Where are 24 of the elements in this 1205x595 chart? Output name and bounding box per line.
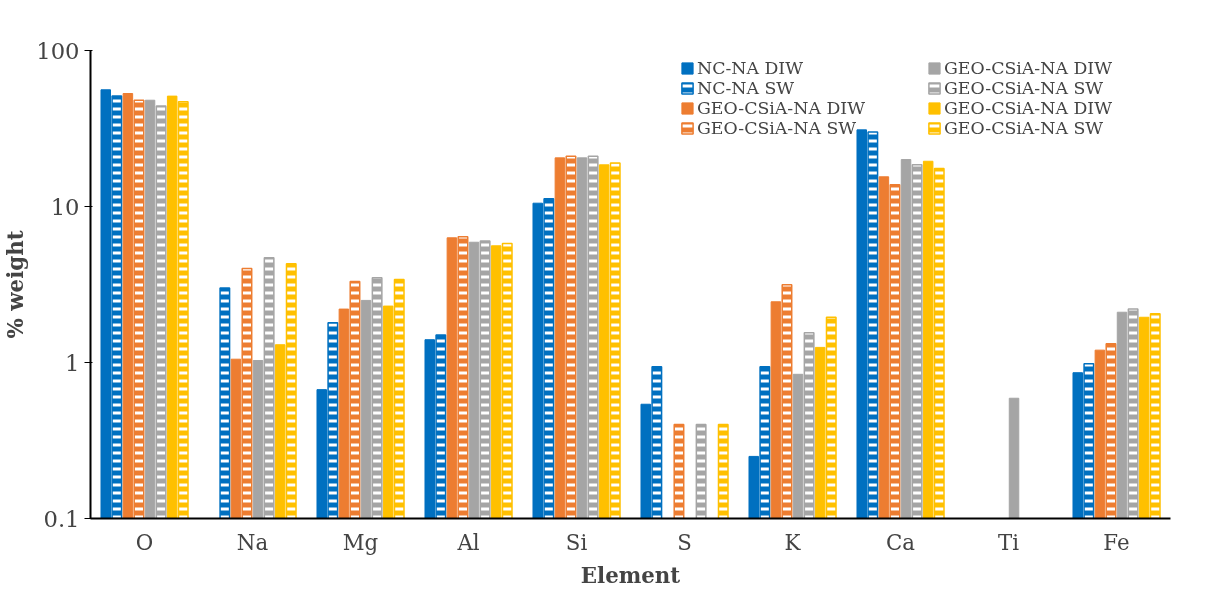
x-tick-label: Fe bbox=[1103, 529, 1130, 555]
y-tick-label: 0.1 bbox=[43, 505, 80, 532]
y-tick-label: 1 bbox=[65, 349, 80, 376]
legend-label: GEO-CSiA-NA DIW bbox=[697, 98, 866, 118]
legend-label: GEO-CSiA-NA DIW bbox=[944, 98, 1113, 118]
legend-label: GEO-CSiA-NA DIW bbox=[944, 58, 1113, 78]
x-tick-label: Na bbox=[236, 529, 269, 555]
legend-label: GEO-CSiA-NA SW bbox=[697, 118, 858, 138]
x-axis-title: Element bbox=[580, 562, 681, 588]
legend-label: GEO-CSiA-NA SW bbox=[944, 78, 1105, 98]
legend-label: NC-NA DIW bbox=[697, 58, 804, 78]
legend-label: NC-NA SW bbox=[697, 78, 796, 98]
x-tick-label: Si bbox=[565, 529, 588, 555]
y-tick-label: 10 bbox=[50, 193, 80, 220]
x-tick-label: Al bbox=[456, 529, 480, 555]
x-tick-label: Mg bbox=[342, 529, 379, 555]
y-axis-title: % weight bbox=[3, 230, 29, 339]
x-tick-label: Ca bbox=[885, 529, 916, 555]
legend-label: GEO-CSiA-NA SW bbox=[944, 118, 1105, 138]
x-tick-label: Ti bbox=[997, 529, 1020, 555]
y-tick-label: 100 bbox=[36, 37, 80, 64]
x-tick-label: O bbox=[135, 529, 154, 555]
x-tick-label: S bbox=[677, 529, 692, 555]
x-tick-label: K bbox=[784, 529, 802, 555]
